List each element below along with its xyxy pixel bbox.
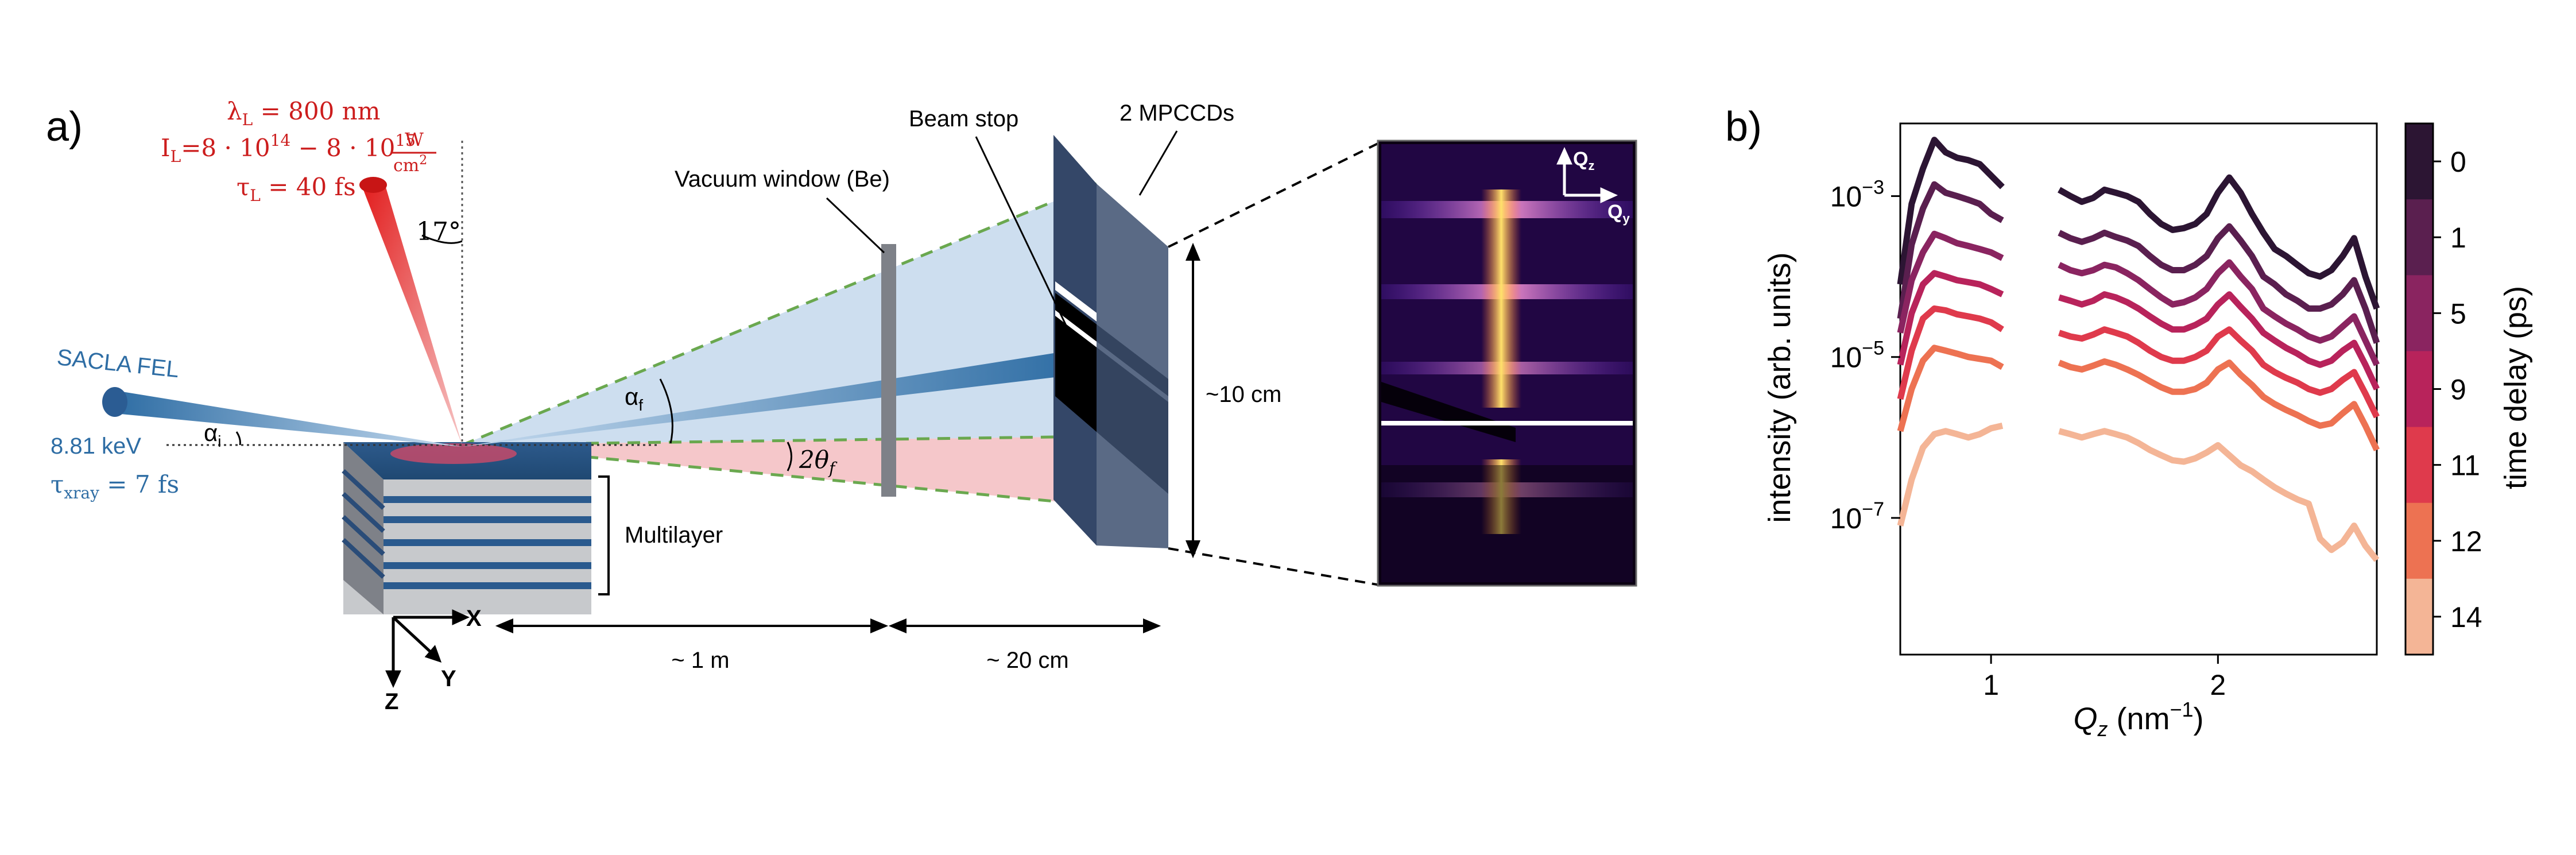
series-line-delay-5-high-q	[2058, 259, 2380, 366]
series-line-delay-14-low-q	[1897, 423, 2004, 527]
series-line-delay-12-low-q	[1897, 345, 2004, 432]
colorbar-swatch-delay-14	[2405, 578, 2433, 655]
q-z-label: Qz	[1573, 148, 1594, 173]
y-tick-label: 10−5	[1830, 338, 1884, 374]
svg-text:cm2: cm2	[393, 153, 427, 176]
sample-axes	[385, 609, 470, 688]
alpha-f-label: αf	[625, 383, 643, 414]
vacuum-window	[881, 244, 896, 497]
detector-height-label: ~10 cm	[1206, 382, 1281, 407]
colorbar-swatch-delay-5	[2405, 275, 2433, 351]
multilayer-label: Multilayer	[625, 523, 723, 548]
series-line-delay-9-high-q	[2058, 291, 2380, 390]
axis-y-label: Y	[441, 666, 456, 691]
multilayer-block	[342, 442, 591, 614]
alpha-i-arc	[235, 431, 241, 446]
x-tick-label: 2	[2210, 669, 2226, 701]
q-y-label: Qy	[1607, 201, 1630, 226]
specular-wedge	[462, 436, 1097, 505]
distance-sample-label: ~ 1 m	[671, 648, 729, 673]
colorbar-label: time delay (ps)	[2498, 286, 2533, 489]
alpha-f-arc	[659, 378, 673, 444]
distance-window-label: ~ 20 cm	[986, 648, 1068, 673]
colorbar-swatch-delay-0	[2405, 123, 2433, 200]
y-tick-layer: 10−3 10−5 10−7	[1830, 177, 1900, 535]
vacuum-window-leader	[826, 197, 885, 254]
colorbar-swatch-delay-1	[2405, 199, 2433, 276]
colorbar-swatch-delay-12	[2405, 502, 2433, 579]
svg-text:τL = 40 fs: τL = 40 fs	[237, 173, 356, 205]
colorbar-tick-label: 1	[2450, 222, 2466, 254]
chart-series-layer	[1897, 137, 2380, 562]
alpha-i-label: αi	[204, 419, 222, 450]
colorbar-tick-label: 12	[2450, 525, 2482, 558]
svg-text:IL=8 · 1014 − 8 · 1015: IL=8 · 1014 − 8 · 1015	[161, 131, 416, 166]
colorbar-swatch-delay-9	[2405, 351, 2433, 428]
detector-image: Qz Qy	[1377, 140, 1637, 587]
panel-a: a)	[46, 97, 1637, 714]
colorbar-tick-label: 9	[2450, 374, 2466, 406]
fel-beam	[102, 387, 462, 447]
interaction-spot	[390, 443, 517, 464]
axis-x-label: X	[466, 606, 482, 631]
panel-b-label: b)	[1725, 104, 1762, 150]
series-line-delay-9-low-q	[1897, 270, 2004, 366]
beam-stop-label: Beam stop	[909, 106, 1018, 131]
distance-arrow-sample	[495, 618, 889, 633]
series-line-delay-11-low-q	[1897, 305, 2004, 400]
colorbar-tick-label: 5	[2450, 297, 2466, 330]
y-tick-label: 10−7	[1830, 498, 1884, 535]
colorbar-swatch-layer	[2405, 123, 2433, 655]
series-line-delay-1-high-q	[2058, 223, 2380, 344]
mpccd-detectors	[1053, 135, 1168, 548]
fel-name: SACLA FEL	[56, 345, 180, 382]
zoom-line-top	[1168, 140, 1384, 248]
detector-height-arrow	[1186, 242, 1200, 559]
x-axis-label: Qz (nm−1)	[2073, 698, 2203, 741]
svg-text:λL = 800 nm: λL = 800 nm	[227, 97, 381, 129]
vacuum-window-label: Vacuum window (Be)	[675, 167, 890, 192]
detectors-leader	[1138, 130, 1178, 196]
colorbar-tick-label: 11	[2450, 450, 2480, 482]
y-tick-label: 10−3	[1830, 177, 1884, 213]
series-line-delay-11-high-q	[2058, 326, 2380, 419]
laser-angle: 17°	[416, 217, 461, 246]
colorbar-swatch-delay-11	[2405, 427, 2433, 504]
axis-z-label: Z	[385, 689, 398, 714]
x-tick-label: 1	[1983, 669, 1999, 701]
multilayer-bracket	[598, 475, 610, 595]
colorbar: 0 1 5 9 11 12 14	[2404, 122, 2482, 656]
series-line-delay-0-high-q	[2058, 174, 2380, 310]
colorbar-tick-layer: 0 1 5 9 11 12 14	[2433, 146, 2482, 633]
fel-pulse: τxray = 7 fs	[51, 470, 179, 502]
beam-stop-leader	[975, 136, 1074, 339]
laser-angle-arc	[421, 234, 463, 244]
colorbar-tick-label: 0	[2450, 146, 2466, 178]
series-line-delay-14-high-q	[2058, 428, 2380, 562]
zoom-line-bottom	[1168, 547, 1384, 587]
series-line-delay-12-high-q	[2058, 358, 2380, 451]
laser-beam	[359, 177, 462, 445]
fel-energy: 8.81 keV	[51, 434, 141, 459]
panel-a-label: a)	[46, 104, 83, 150]
y-axis-label: intensity (arb. units)	[1762, 252, 1797, 523]
detectors-label: 2 MPCCDs	[1120, 100, 1234, 126]
two-theta-arc	[787, 442, 792, 471]
series-line-delay-5-low-q	[1897, 230, 2004, 334]
series-line-delay-1-low-q	[1897, 181, 2004, 319]
colorbar-tick-label: 14	[2450, 601, 2482, 633]
series-line-delay-0-low-q	[1897, 137, 2005, 285]
laser-parameters: λL = 800 nm IL=8 · 1014 − 8 · 1015 W cm2…	[161, 97, 436, 205]
distance-arrow-window	[888, 618, 1161, 633]
svg-text:W: W	[405, 129, 424, 150]
